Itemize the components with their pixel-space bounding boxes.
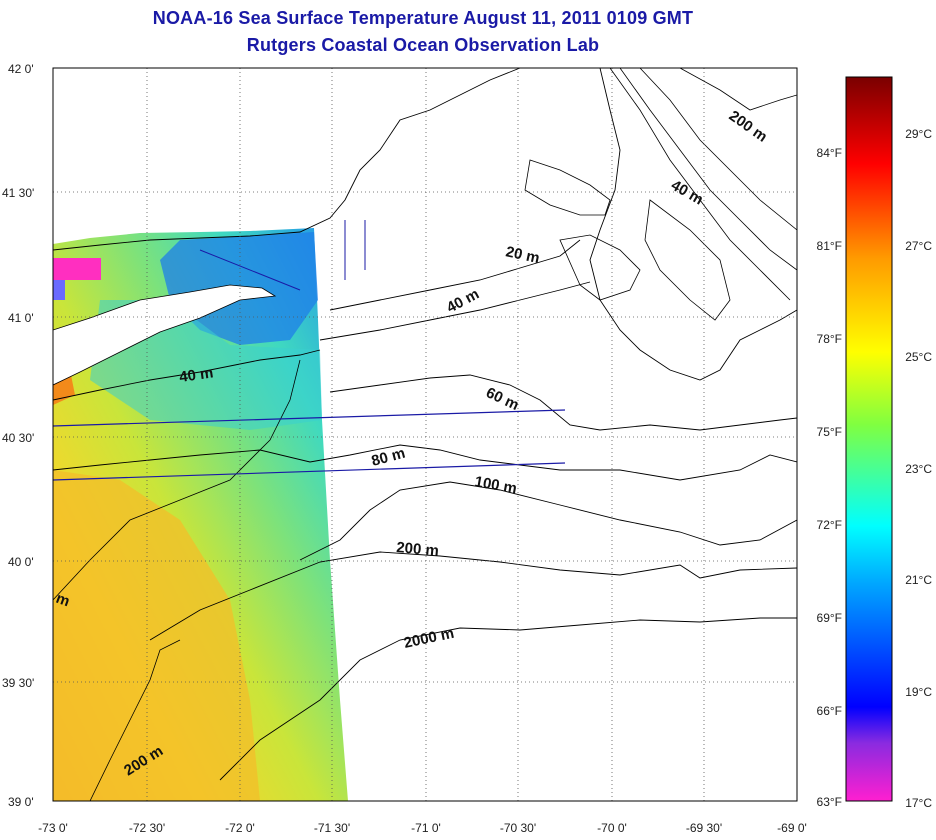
lat-label: 42 0' [8, 62, 34, 76]
fahrenheit-label: 84°F [817, 146, 842, 160]
lon-label: -72 0' [225, 821, 255, 835]
celsius-label: 27°C [905, 239, 932, 253]
sst-hot-patch [53, 258, 101, 280]
contour-label: 20 m [504, 243, 541, 267]
latitude-labels: 42 0' 41 30' 41 0' 40 30' 40 0' 39 30' 3… [2, 62, 34, 809]
fahrenheit-label: 63°F [817, 795, 842, 809]
contour-200m [149, 551, 797, 641]
contour-shelf-west [53, 359, 301, 601]
lat-label: 40 30' [2, 431, 34, 445]
long-island [53, 284, 277, 386]
contour-40m-west [53, 349, 321, 401]
lon-label: -69 0' [777, 821, 807, 835]
contour-label: 40 m [444, 285, 482, 316]
cape-cod-coast [589, 68, 797, 381]
contour-40m-north [319, 281, 591, 341]
celsius-label: 17°C [905, 796, 932, 810]
lon-label: -70 30' [500, 821, 536, 835]
transect-north [53, 409, 566, 427]
contour-label: 200 m [726, 107, 771, 145]
contour-label: 60 m [483, 384, 521, 414]
celsius-label: 21°C [905, 573, 932, 587]
map-subtitle: Rutgers Coastal Ocean Observation Lab [246, 35, 600, 55]
fahrenheit-label: 66°F [817, 704, 842, 718]
lon-label: -73 0' [38, 821, 68, 835]
lon-label: -71 0' [411, 821, 441, 835]
celsius-label: 25°C [905, 350, 932, 364]
fahrenheit-label: 81°F [817, 239, 842, 253]
lat-label: 40 0' [8, 555, 34, 569]
lat-label: 41 0' [8, 311, 34, 325]
map-frame [52, 67, 798, 802]
celsius-label: 29°C [905, 127, 932, 141]
contour-label: 2000 m [402, 625, 455, 652]
contour-label: 100 m [473, 473, 518, 497]
fahrenheit-label: 75°F [817, 425, 842, 439]
contour-label: 40 m [178, 364, 214, 386]
lon-label: -69 30' [686, 821, 722, 835]
contour-200m-ne [609, 68, 791, 301]
map-title: NOAA-16 Sea Surface Temperature August 1… [152, 8, 694, 28]
coastline [53, 68, 521, 251]
lat-label: 41 30' [2, 186, 34, 200]
lon-label: -71 30' [314, 821, 350, 835]
lat-label: 39 0' [8, 795, 34, 809]
temperature-colorbar [845, 76, 893, 802]
celsius-label: 19°C [905, 685, 932, 699]
sst-warm-region [53, 470, 260, 801]
contour-80m [53, 444, 797, 481]
contour-60m [329, 374, 797, 431]
contour-label: m [54, 590, 72, 611]
lon-label: -72 30' [129, 821, 165, 835]
contour-2000m [219, 617, 797, 781]
fahrenheit-label: 78°F [817, 332, 842, 346]
lat-label: 39 30' [2, 676, 34, 690]
celsius-label: 23°C [905, 462, 932, 476]
contour-20m [329, 239, 581, 311]
fahrenheit-label: 72°F [817, 518, 842, 532]
contour-100m [299, 481, 797, 561]
contour-label: 80 m [370, 445, 407, 470]
lon-label: -70 0' [597, 821, 627, 835]
contour-200m-sw [89, 639, 181, 801]
graticule [53, 68, 797, 801]
colorbar-fahrenheit-labels: 84°F 81°F 78°F 75°F 72°F 69°F 66°F 63°F [817, 146, 842, 809]
longitude-labels: -73 0' -72 30' -72 0' -71 30' -71 0' -70… [38, 821, 807, 835]
fahrenheit-label: 69°F [817, 611, 842, 625]
contour-label: 200 m [396, 539, 440, 560]
contour-label: 40 m [668, 177, 706, 209]
transect-south [53, 462, 566, 481]
colorbar-celsius-labels: 29°C 27°C 25°C 23°C 21°C 19°C 17°C [905, 127, 932, 810]
